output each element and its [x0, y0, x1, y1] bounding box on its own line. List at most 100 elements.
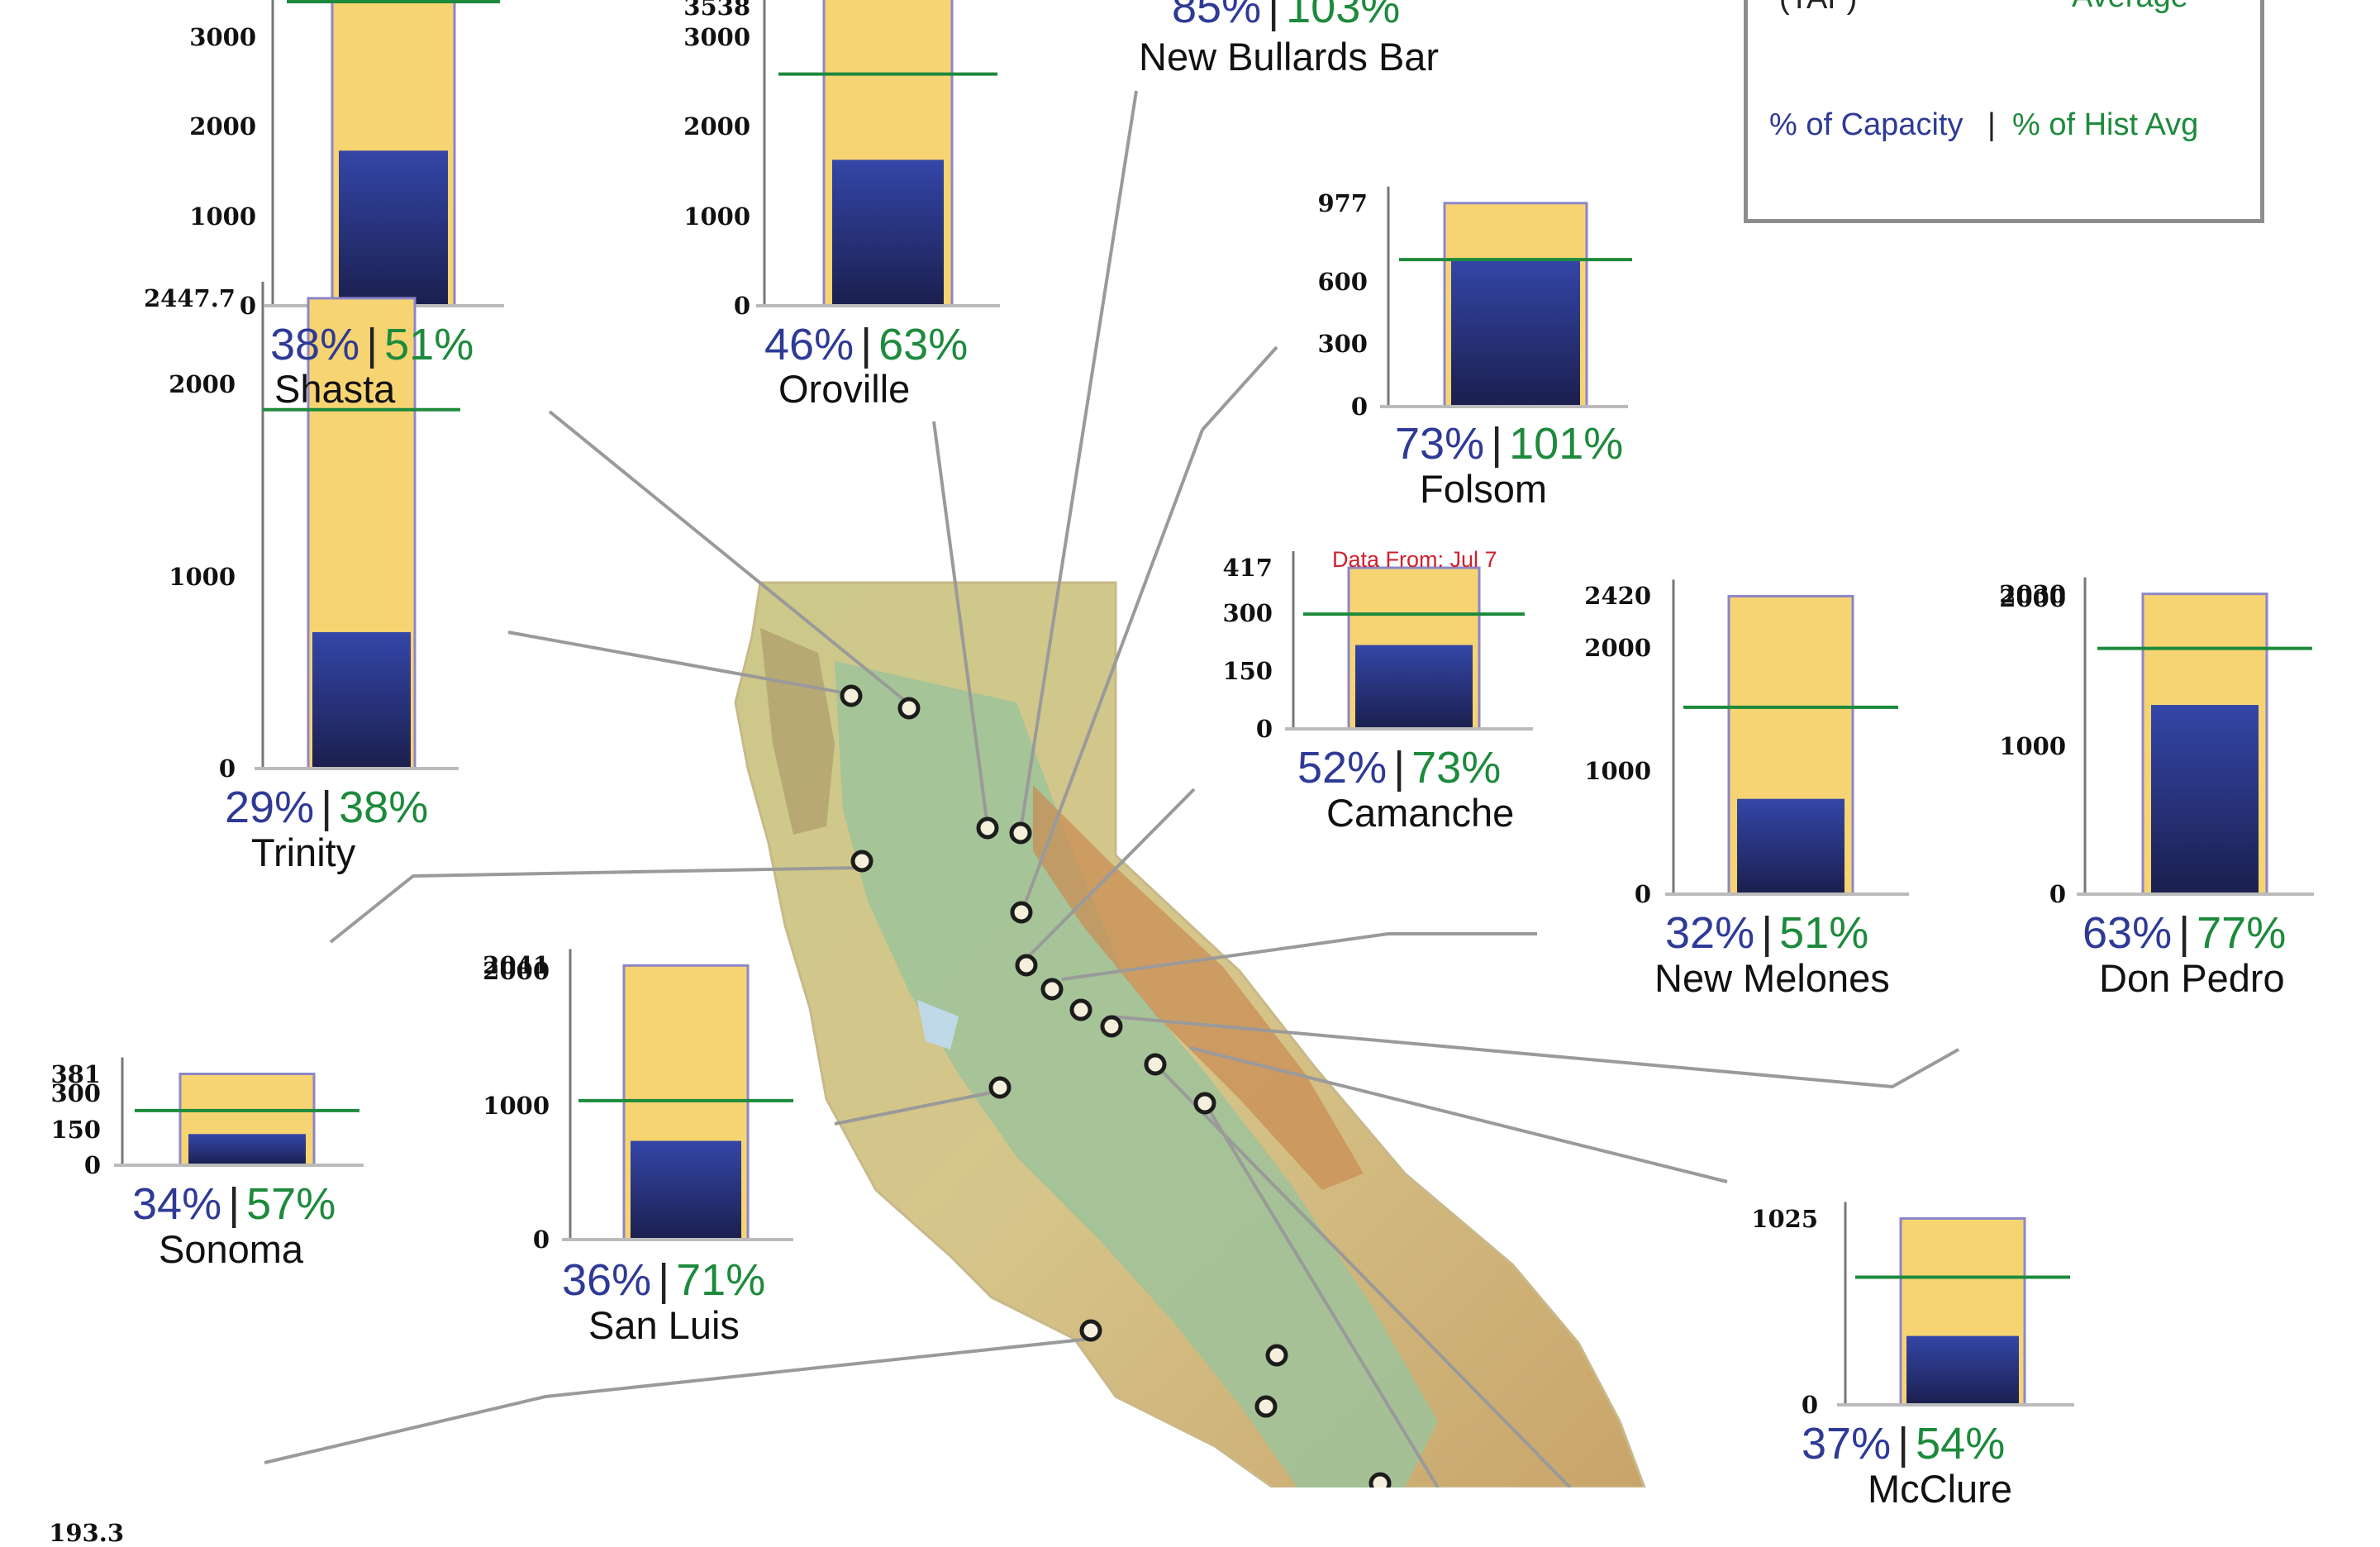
marker-oroville [976, 816, 999, 840]
tick-label: 0 [218, 754, 236, 783]
marker-new-bullards-bar [1009, 821, 1032, 845]
tick-label: 1000 [169, 562, 236, 591]
tick-label: 193.3 [49, 1518, 124, 1547]
tick-label: 0 [1255, 715, 1273, 743]
marker-folsom [1010, 901, 1033, 924]
pct-separator: | [860, 320, 873, 369]
storage-bar [339, 150, 448, 306]
reservoir-name-folsom: Folsom [1420, 467, 1548, 511]
pct-separator: | [1761, 908, 1773, 958]
legend-separator: | [1987, 107, 1996, 142]
tick-label: 1000 [683, 202, 750, 231]
storage-bar [2151, 705, 2259, 894]
pct-label-camanche: 52% | 73% [1297, 745, 1501, 790]
tick-label: 1025 [1751, 1204, 1818, 1233]
reservoir-map-scene [114, 0, 2314, 1488]
pct-capacity: 46% [764, 320, 854, 369]
chart-san-luis [562, 949, 793, 1241]
legend-pct-hist-label: % of Hist Avg [2012, 107, 2199, 142]
pct-label-san-luis: 36% | 71% [562, 1258, 765, 1302]
legend-pct-capacity-label: % of Capacity [1769, 107, 1963, 142]
pct-label-new-bullards-bar: 85% | 103% [1172, 0, 1400, 30]
marker-camanche [1015, 954, 1038, 977]
storage-bar [1451, 258, 1580, 407]
chart-sonoma [114, 1057, 364, 1167]
sierra-nevada [1033, 785, 1364, 1190]
tick-label: 300 [1317, 330, 1368, 359]
chart-oroville [756, 0, 1000, 307]
data-date-note: Data From: Jul 7 [1332, 547, 1497, 572]
tick-label: 2000 [683, 112, 750, 140]
tick-label: 0 [1350, 393, 1368, 421]
pct-hist-avg: 103% [1286, 0, 1401, 32]
pct-hist-avg: 77% [2197, 908, 2287, 958]
pct-label-folsom: 73% | 101% [1395, 421, 1623, 466]
legend-average-label: Average [2072, 0, 2188, 12]
storage-bar [1737, 798, 1844, 894]
tick-label: 3538 [683, 0, 750, 21]
pct-capacity: 52% [1297, 743, 1388, 793]
marker-sonoma [850, 850, 873, 873]
tick-label: 2000 [1584, 634, 1651, 662]
reservoir-name-shasta: Shasta [274, 367, 396, 411]
tick-label: 977 [1317, 188, 1368, 217]
pct-hist-avg: 54% [1916, 1419, 2006, 1468]
california-map [734, 581, 1646, 1488]
reservoir-charts [114, 0, 2314, 1407]
pct-hist-avg: 51% [1779, 908, 1869, 958]
reservoir-name-new-bullards-bar: New Bullards Bar [1139, 35, 1440, 79]
tick-label: 2447.7 [144, 283, 236, 312]
pct-hist-avg: 63% [878, 320, 969, 369]
tick-label: 0 [1634, 880, 1651, 908]
tick-label: 2000 [483, 957, 550, 985]
pct-separator: | [2178, 908, 2191, 958]
tick-label: 0 [1801, 1391, 1818, 1419]
pct-separator: | [658, 1255, 670, 1305]
pct-capacity: 63% [2082, 908, 2173, 958]
marker-mcclure [1100, 1015, 1123, 1038]
tick-label: 0 [2049, 880, 2066, 908]
reservoir-name-san-luis: San Luis [588, 1303, 740, 1347]
storage-bar [312, 631, 411, 769]
storage-bar [1906, 1335, 2019, 1405]
tick-label: 600 [1317, 267, 1368, 296]
marker-shasta [897, 697, 921, 720]
marker-trinity [840, 684, 863, 707]
tick-label: 2000 [169, 370, 236, 398]
tick-label: 1000 [189, 202, 256, 231]
pct-label-new-melones: 32% | 51% [1665, 911, 1868, 955]
chart-new-melones [1665, 579, 1909, 896]
tick-label: 2030 [1999, 579, 2066, 608]
pct-capacity: 85% [1172, 0, 1262, 32]
pct-label-don-pedro: 63% | 77% [2082, 911, 2286, 955]
legend-box: (TAF) Average % of Capacity | % of Hist … [1744, 0, 2264, 223]
tick-label: 150 [1222, 656, 1273, 685]
marker-don-pedro [1069, 998, 1092, 1021]
leader-lines [264, 90, 1959, 1488]
pct-separator: | [1268, 0, 1280, 32]
reservoir-markers [840, 684, 1392, 1488]
reservoir-name-trinity: Trinity [251, 831, 356, 874]
reservoir-name-oroville: Oroville [778, 367, 911, 411]
tick-label: 150 [50, 1115, 101, 1144]
tick-label: 2000 [1999, 584, 2066, 612]
tick-label: 1000 [483, 1091, 550, 1120]
pct-label-trinity: 29% | 38% [225, 785, 428, 830]
marker-new-melones [1040, 978, 1064, 1001]
tick-label: 300 [1222, 598, 1273, 627]
pct-label-sonoma: 34% | 57% [132, 1182, 336, 1226]
pct-separator: | [1393, 743, 1406, 793]
tick-label: 0 [532, 1226, 550, 1254]
tick-label: 1000 [1999, 732, 2066, 760]
marker-pine-flat [1193, 1092, 1216, 1115]
chart-don-pedro [2077, 577, 2314, 896]
reservoir-name-camanche: Camanche [1326, 791, 1515, 835]
pct-label-mcclure: 37% | 54% [1802, 1421, 2005, 1466]
reservoir-name-mcclure: McClure [1868, 1467, 2012, 1511]
chart-shasta [264, 0, 504, 307]
marker-south-4 [1368, 1472, 1392, 1488]
tick-label: 1000 [1584, 757, 1651, 785]
marker-south-2 [1265, 1344, 1288, 1367]
pct-capacity: 34% [132, 1179, 222, 1229]
legend-unit-label: (TAF) [1779, 0, 1857, 14]
